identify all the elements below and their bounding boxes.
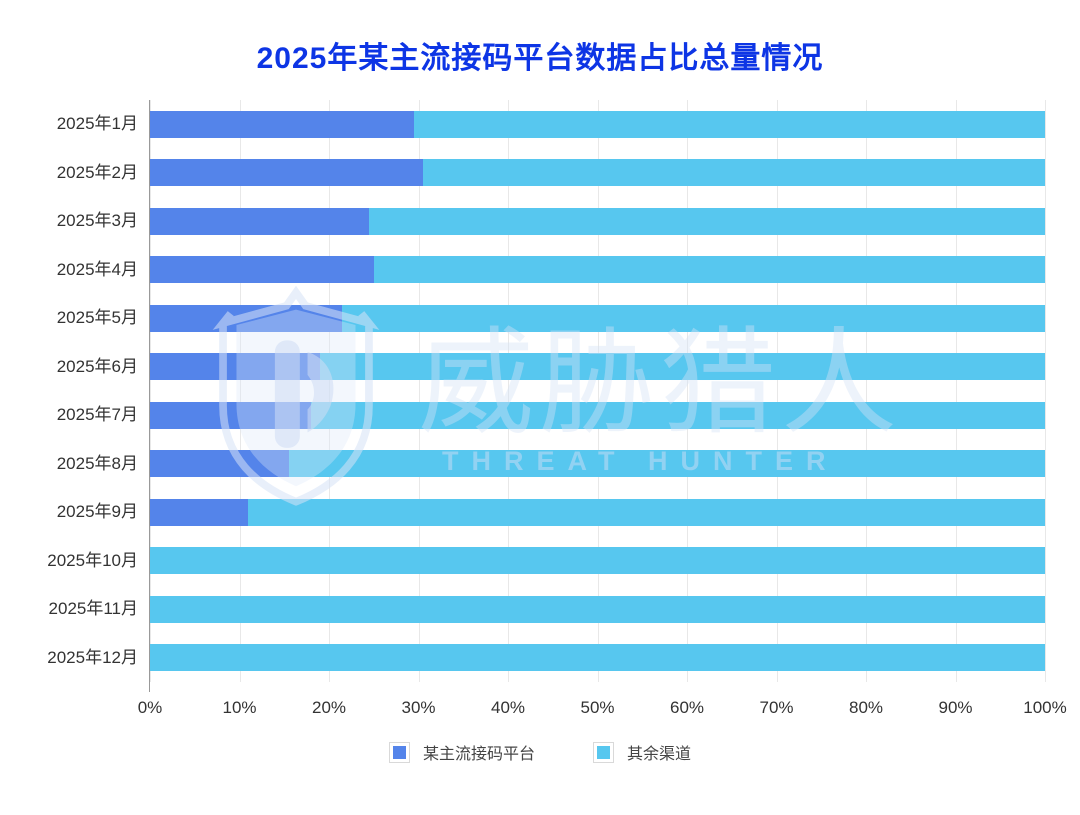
legend-label: 某主流接码平台: [422, 746, 535, 763]
gridline-70%: [776, 100, 778, 682]
legend-swatch-icon: [388, 741, 410, 763]
bar-segment-other[interactable]: [414, 110, 1045, 138]
bar-segment-platform[interactable]: [150, 498, 249, 526]
bar-segment-other[interactable]: [342, 304, 1045, 332]
bar-row: [150, 207, 1045, 235]
legend-swatch-color: [392, 745, 406, 759]
x-tick-label: 60%: [669, 698, 705, 717]
legend: 某主流接码平台 其余渠道: [0, 740, 1080, 764]
y-category-label: 2025年3月: [56, 211, 138, 231]
bar-row: [150, 304, 1045, 332]
y-axis-line: [149, 100, 150, 692]
bar-segment-other[interactable]: [150, 644, 1045, 672]
gridline-10%: [239, 100, 241, 682]
gridline-80%: [866, 100, 867, 682]
x-tick-label: 90%: [938, 698, 973, 717]
y-category-label: 2025年4月: [56, 259, 138, 279]
bar-segment-platform[interactable]: [150, 401, 312, 429]
bar-segment-other[interactable]: [150, 595, 1045, 623]
bar-segment-platform[interactable]: [150, 304, 343, 332]
x-tick-label: 10%: [222, 698, 257, 717]
bar-segment-other[interactable]: [311, 401, 1045, 429]
bar-segment-other[interactable]: [422, 159, 1045, 187]
y-category-label: 2025年8月: [56, 453, 138, 473]
legend-label: 其余渠道: [627, 746, 692, 763]
gridline-20%: [329, 100, 330, 682]
bar-row: [150, 644, 1045, 672]
y-category-label: 2025年10月: [47, 550, 138, 570]
legend-item[interactable]: 某主流接码平台: [388, 740, 535, 764]
bar-segment-platform[interactable]: [150, 450, 289, 478]
bar-segment-other[interactable]: [288, 450, 1045, 478]
x-tick-label: 80%: [848, 698, 884, 717]
x-tick-label: 50%: [580, 698, 615, 717]
y-category-label: 2025年5月: [56, 308, 138, 328]
bar-segment-other[interactable]: [369, 207, 1045, 235]
gridline-40%: [508, 100, 509, 682]
legend-swatch-color: [597, 745, 610, 759]
x-tick-label: 30%: [401, 698, 436, 717]
x-tick-label: 20%: [311, 698, 347, 717]
gridline-0%: [150, 100, 151, 682]
y-category-label: 2025年6月: [56, 356, 138, 376]
bar-row: [150, 401, 1045, 429]
gridline-100%: [1045, 100, 1046, 682]
plot-area: 0% 10% 20% 30% 40% 50% 60% 70% 80% 90% 100% 2025年1月…: [47, 100, 1067, 717]
gridline-60%: [687, 100, 688, 682]
bar-row: [150, 498, 1045, 526]
bar-segment-platform[interactable]: [150, 256, 374, 284]
bar-row: [150, 353, 1045, 381]
y-category-label: 2025年9月: [56, 502, 138, 522]
bar-segment-platform[interactable]: [150, 110, 415, 138]
y-category-label: 2025年11月: [48, 599, 138, 619]
bar-segment-other[interactable]: [150, 547, 1045, 575]
y-category-label: 2025年1月: [56, 114, 138, 134]
bar-segment-platform[interactable]: [150, 207, 370, 235]
x-tick-label: 0%: [137, 698, 163, 717]
y-category-label: 2025年2月: [56, 162, 138, 182]
chart-title: 2025年某主流接码平台数据占比总量情况: [256, 42, 824, 75]
gridline-30%: [418, 100, 420, 682]
bar-row: [150, 595, 1045, 623]
gridline-50%: [597, 100, 599, 682]
bar-segment-platform[interactable]: [150, 353, 321, 381]
gridline-90%: [955, 100, 957, 682]
bar-row: [150, 547, 1045, 575]
y-category-label: 2025年12月: [47, 647, 138, 667]
bar-segment-other[interactable]: [320, 353, 1045, 381]
y-category-label: 2025年7月: [56, 405, 138, 425]
legend-swatch-icon: [593, 741, 614, 763]
x-tick-label: 100%: [1023, 698, 1067, 717]
bar-segment-other[interactable]: [248, 498, 1045, 526]
bar-row: [150, 110, 1045, 138]
bar-row: [150, 256, 1045, 284]
bar-segment-platform[interactable]: [150, 159, 423, 187]
bar-segment-other[interactable]: [373, 256, 1045, 284]
x-tick-label: 70%: [759, 698, 794, 717]
legend-item[interactable]: 其余渠道: [593, 740, 691, 764]
bar-row: [150, 159, 1045, 187]
x-tick-label: 40%: [490, 698, 526, 717]
bar-row: [150, 450, 1045, 478]
